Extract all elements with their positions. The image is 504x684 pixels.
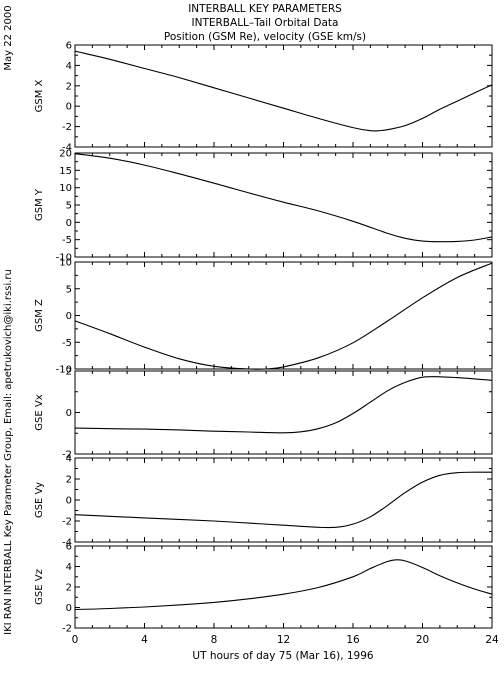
panel-1-ylabel: GSM X bbox=[34, 79, 45, 112]
panel-5-ytick-label: -4 bbox=[62, 538, 72, 549]
panel-5-ytick-label: 0 bbox=[66, 496, 72, 507]
panel-5-series-line bbox=[74, 471, 493, 529]
panel-3-ytick-label: 0 bbox=[66, 311, 72, 322]
panel-3-frame bbox=[74, 261, 493, 370]
panel-4-ytick-label: 2 bbox=[66, 367, 72, 378]
panel-1-ytick-label: -4 bbox=[62, 143, 72, 154]
panel-3-series-line bbox=[74, 262, 493, 370]
panel-3-ytick-label: 10 bbox=[59, 258, 72, 269]
panel-6-series-line bbox=[74, 559, 493, 611]
panel-5-frame bbox=[74, 457, 493, 543]
panel-4-ytick-label: 0 bbox=[66, 408, 72, 419]
panel-5-ylabel: GSE Vy bbox=[34, 482, 45, 518]
panel-4-series-line bbox=[74, 376, 493, 434]
panel-2-ytick-label: -10 bbox=[56, 253, 72, 264]
x-tick-label: 16 bbox=[346, 634, 360, 646]
date-stamp: May 22 2000 bbox=[3, 5, 14, 70]
panel-2-series-line bbox=[74, 153, 493, 243]
x-tick-label: 20 bbox=[416, 634, 429, 646]
panel-5-ytick-label: -2 bbox=[62, 517, 72, 528]
title-line-3: Position (GSM Re), velocity (GSE km/s) bbox=[164, 31, 366, 43]
panel-6-ytick-label: 6 bbox=[66, 542, 72, 553]
x-tick-label: 4 bbox=[141, 634, 148, 646]
x-tick-label: 0 bbox=[72, 634, 79, 646]
panel-1-ytick-label: -2 bbox=[62, 122, 72, 133]
panel-3-ytick-label: -5 bbox=[62, 338, 72, 349]
x-axis-label: UT hours of day 75 (Mar 16), 1996 bbox=[192, 650, 374, 662]
panel-5-ytick-label: 2 bbox=[66, 475, 72, 486]
panel-4-frame bbox=[74, 370, 493, 455]
x-tick-label: 8 bbox=[211, 634, 218, 646]
panel-6-ytick-label: 2 bbox=[66, 583, 72, 594]
x-tick-label: 24 bbox=[485, 634, 499, 646]
panel-2-ytick-label: 5 bbox=[66, 201, 72, 212]
panel-3-ylabel: GSM Z bbox=[34, 299, 45, 332]
panel-6-frame bbox=[74, 545, 493, 629]
panel-6-ytick-label: 0 bbox=[66, 603, 72, 614]
panel-2-ylabel: GSM Y bbox=[34, 188, 45, 221]
panel-1-frame bbox=[74, 44, 493, 148]
panel-6-ytick-label: 4 bbox=[66, 562, 72, 573]
panel-1-ytick-label: 0 bbox=[66, 102, 72, 113]
credit-text: IKI RAN INTERBALL Key Parameter Group, E… bbox=[3, 269, 14, 635]
panel-4-ytick-label: -2 bbox=[62, 450, 72, 461]
panel-1-ytick-label: 4 bbox=[66, 61, 72, 72]
panel-1-ytick-label: 2 bbox=[66, 81, 72, 92]
panel-2-ytick-label: 20 bbox=[59, 149, 72, 160]
panel-1-ytick-label: 6 bbox=[66, 41, 72, 52]
panel-2-ytick-label: 10 bbox=[59, 183, 72, 194]
panel-3-ytick-label: 5 bbox=[66, 284, 72, 295]
panel-6-ylabel: GSE Vz bbox=[34, 569, 45, 605]
panel-6-ytick-label: -2 bbox=[62, 624, 72, 635]
panel-5-ytick-label: 4 bbox=[66, 454, 72, 465]
title-line-2: INTERBALL–Tail Orbital Data bbox=[192, 17, 339, 29]
title-line-1: INTERBALL KEY PARAMETERS bbox=[188, 3, 342, 15]
panel-2-ytick-label: 15 bbox=[59, 166, 72, 177]
panel-2-ytick-label: -5 bbox=[62, 235, 72, 246]
panel-3-ytick-label: -10 bbox=[56, 365, 72, 376]
panel-4-ylabel: GSE Vx bbox=[34, 394, 45, 430]
panel-2-ytick-label: 0 bbox=[66, 218, 72, 229]
x-tick-label: 12 bbox=[277, 634, 290, 646]
panel-1-series-line bbox=[74, 50, 493, 132]
